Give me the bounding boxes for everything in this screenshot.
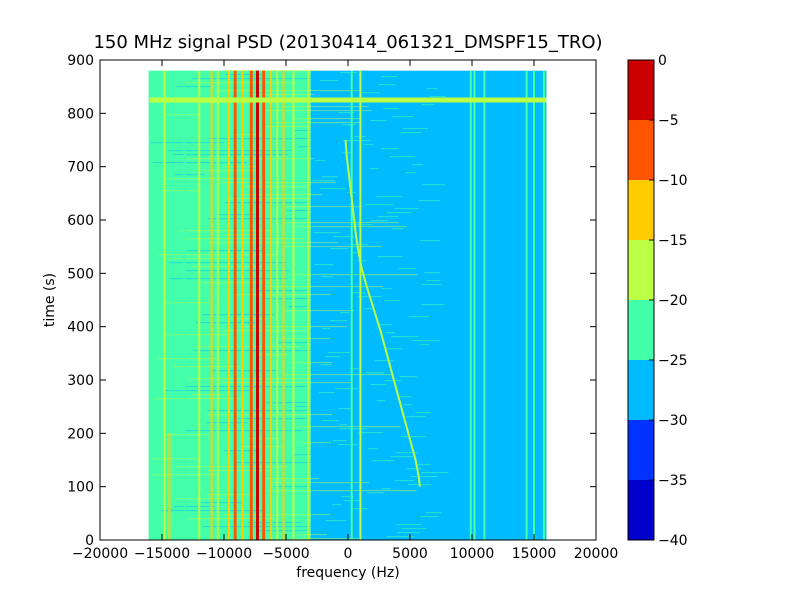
colorbar-tick-label: −30 — [658, 413, 688, 429]
colorbar: −40 −35 −30 −25 −20 −15 −10 −5 0 — [627, 53, 688, 549]
x-tick-label: −20000 — [72, 546, 128, 562]
y-tick-label: 0 — [85, 533, 94, 549]
x-axis: −20000 −15000 −10000 −5000 0 5000 10000 15000 20… — [72, 60, 618, 562]
colorbar-tick-label: −35 — [658, 473, 688, 489]
colorbar-segment — [628, 420, 654, 480]
x-tick-label: −10000 — [196, 546, 252, 562]
y-axis-label: time (s) — [42, 273, 58, 327]
doppler-trace — [344, 139, 421, 487]
colorbar-tick-label: 0 — [658, 53, 667, 69]
x-tick-label: −15000 — [134, 546, 190, 562]
y-tick-label: 900 — [67, 53, 94, 69]
y-axis: 0 100 200 300 400 500 600 700 800 900 — [67, 53, 596, 549]
colorbar-segment — [628, 300, 654, 360]
y-tick-label: 500 — [67, 266, 94, 282]
x-tick-label: −5000 — [262, 546, 309, 562]
y-tick-label: 400 — [67, 320, 94, 336]
colorbar-tick-label: −40 — [658, 533, 688, 549]
colorbar-tick-label: −10 — [658, 173, 688, 189]
x-axis-label: frequency (Hz) — [296, 565, 399, 581]
chart-title: 150 MHz signal PSD (20130414_061321_DMSP… — [93, 32, 602, 53]
colorbar-tick-label: −25 — [658, 353, 688, 369]
x-tick-label: 0 — [344, 546, 353, 562]
y-tick-label: 200 — [67, 426, 94, 442]
y-tick-label: 300 — [67, 373, 94, 389]
colorbar-segment — [628, 360, 654, 420]
background-field — [310, 70, 547, 540]
background-field — [149, 70, 311, 540]
y-tick-label: 700 — [67, 160, 94, 176]
colorbar-tick-label: −20 — [658, 293, 688, 309]
y-tick-label: 600 — [67, 213, 94, 229]
x-tick-label: 5000 — [392, 546, 428, 562]
colorbar-segment — [628, 120, 654, 180]
y-tick-label: 800 — [67, 106, 94, 122]
plot-area — [100, 60, 596, 540]
x-tick-label: 10000 — [450, 546, 495, 562]
x-tick-label: 20000 — [574, 546, 619, 562]
colorbar-segment — [628, 180, 654, 240]
vertical-features — [148, 70, 545, 540]
colorbar-segment — [628, 480, 654, 540]
y-tick-label: 100 — [67, 480, 94, 496]
colorbar-segment — [628, 240, 654, 300]
colorbar-segment — [628, 60, 654, 120]
x-tick-label: 15000 — [512, 546, 557, 562]
colorbar-tick-label: −5 — [658, 113, 679, 129]
colorbar-tick-label: −15 — [658, 233, 688, 249]
